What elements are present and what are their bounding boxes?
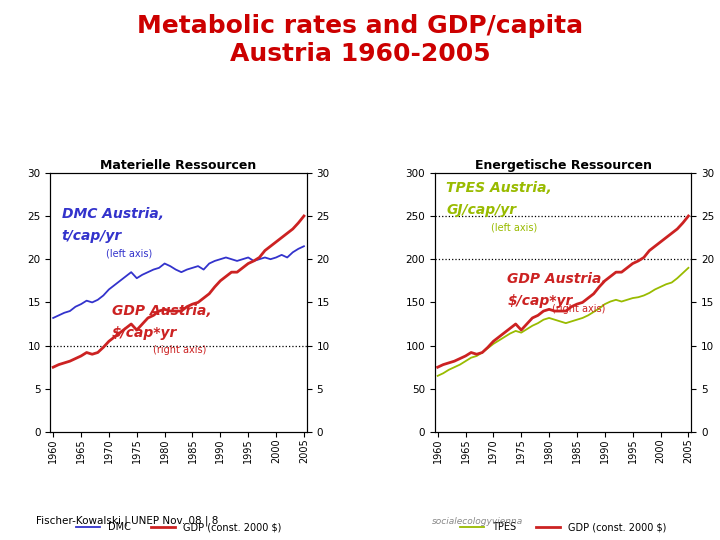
Text: GDP Austria,: GDP Austria, [112, 304, 211, 318]
Text: GJ/cap/yr: GJ/cap/yr [446, 203, 516, 217]
Text: DMC Austria,: DMC Austria, [61, 207, 163, 221]
Text: Fischer-Kowalski | UNEP Nov. 08 | 8: Fischer-Kowalski | UNEP Nov. 08 | 8 [36, 516, 218, 526]
Text: TPES Austria,: TPES Austria, [446, 181, 552, 195]
Text: (right axis): (right axis) [552, 304, 606, 314]
Text: $/cap*yr: $/cap*yr [112, 326, 177, 340]
Text: (right axis): (right axis) [153, 345, 207, 355]
Text: (left axis): (left axis) [490, 222, 537, 232]
Text: t/cap/yr: t/cap/yr [61, 229, 122, 243]
Title: Energetische Ressourcen: Energetische Ressourcen [474, 159, 652, 172]
Text: (left axis): (left axis) [106, 249, 153, 259]
Text: $/cap*yr: $/cap*yr [508, 294, 572, 308]
Text: Metabolic rates and GDP/capita
Austria 1960-2005: Metabolic rates and GDP/capita Austria 1… [137, 14, 583, 66]
Legend: TPES, GDP (const. 2000 $): TPES, GDP (const. 2000 $) [456, 518, 670, 536]
Legend: DMC, GDP (const. 2000 $): DMC, GDP (const. 2000 $) [72, 518, 285, 536]
Title: Materielle Ressourcen: Materielle Ressourcen [100, 159, 257, 172]
Text: socialecologyvienna: socialecologyvienna [432, 517, 523, 526]
Text: GDP Austria,: GDP Austria, [508, 272, 607, 286]
